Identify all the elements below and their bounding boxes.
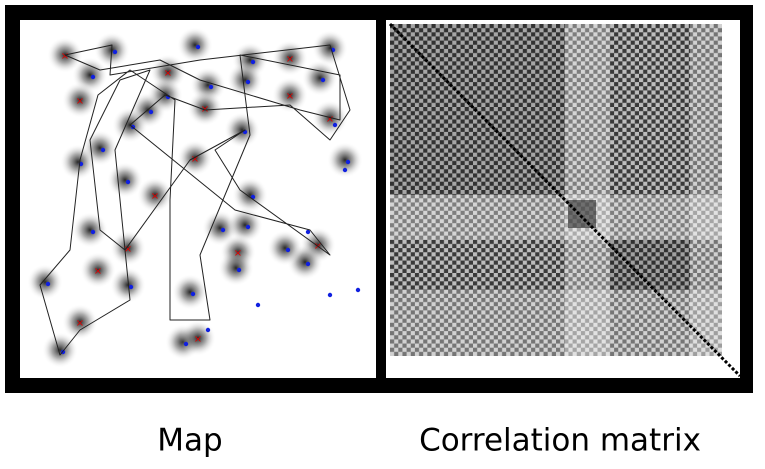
matrix-band bbox=[690, 24, 722, 356]
halo bbox=[80, 252, 116, 288]
site-dot bbox=[45, 281, 51, 287]
site-dot bbox=[255, 302, 261, 308]
halo bbox=[72, 212, 108, 248]
site-dot bbox=[245, 224, 251, 230]
site-dot bbox=[220, 227, 226, 233]
halo bbox=[227, 62, 263, 98]
site-dot bbox=[100, 147, 106, 153]
site-dot bbox=[208, 84, 214, 90]
site-dot bbox=[320, 77, 326, 83]
halo bbox=[227, 207, 263, 243]
site-dot bbox=[250, 59, 256, 65]
site-dot bbox=[183, 341, 189, 347]
halo bbox=[107, 162, 143, 198]
site-dot bbox=[342, 167, 348, 173]
matrix-band bbox=[390, 290, 722, 356]
halo bbox=[187, 90, 223, 126]
halo bbox=[110, 230, 146, 266]
halo bbox=[42, 332, 78, 368]
halo bbox=[232, 177, 268, 213]
matrix-band bbox=[565, 24, 610, 356]
site-marker: × bbox=[286, 91, 294, 102]
matrix-band bbox=[390, 195, 722, 240]
site-marker: × bbox=[76, 96, 84, 107]
halo bbox=[62, 82, 98, 118]
halo bbox=[137, 177, 173, 213]
site-marker: × bbox=[164, 68, 172, 79]
site-marker: × bbox=[191, 154, 199, 165]
matrix-block bbox=[610, 240, 690, 290]
site-dot bbox=[90, 229, 96, 235]
site-marker: × bbox=[286, 54, 294, 65]
halo bbox=[62, 304, 98, 340]
site-marker: × bbox=[61, 51, 69, 62]
site-dot bbox=[305, 229, 311, 235]
tour-path bbox=[39, 44, 351, 356]
site-marker: × bbox=[234, 248, 242, 259]
halo bbox=[327, 142, 363, 178]
site-dot bbox=[345, 159, 351, 165]
site-dot bbox=[327, 292, 333, 298]
site-dot bbox=[125, 179, 131, 185]
halo bbox=[218, 250, 254, 286]
panel-label: Correlation matrix bbox=[419, 423, 701, 459]
halo bbox=[172, 274, 208, 310]
site-dot bbox=[285, 247, 291, 253]
site-dot bbox=[128, 284, 134, 290]
site-dot bbox=[245, 79, 251, 85]
site-dot bbox=[190, 291, 196, 297]
site-dot bbox=[355, 287, 361, 293]
site-dot bbox=[112, 49, 118, 55]
correlation-matrix bbox=[388, 22, 742, 378]
halo bbox=[267, 230, 303, 266]
site-dot bbox=[236, 267, 242, 273]
halo bbox=[224, 112, 260, 148]
site-marker: × bbox=[124, 244, 132, 255]
site-dot bbox=[90, 74, 96, 80]
site-dot bbox=[305, 261, 311, 267]
matrix-block bbox=[568, 200, 596, 228]
map: ×××××××××× ××××× bbox=[27, 27, 363, 368]
halo bbox=[177, 27, 213, 63]
panel-label: Map bbox=[157, 423, 222, 459]
halo bbox=[60, 144, 96, 180]
site-marker: × bbox=[151, 191, 159, 202]
halo bbox=[177, 140, 213, 176]
site-marker: × bbox=[326, 114, 334, 125]
halo bbox=[27, 264, 63, 300]
site-marker: × bbox=[194, 334, 202, 345]
site-marker: × bbox=[76, 318, 84, 329]
site-dot bbox=[332, 122, 338, 128]
site-marker: × bbox=[94, 266, 102, 277]
halo bbox=[312, 30, 348, 66]
matrix-diagonal bbox=[388, 22, 742, 378]
site-dot bbox=[148, 109, 154, 115]
site-dot bbox=[195, 44, 201, 50]
site-dot bbox=[205, 327, 211, 333]
